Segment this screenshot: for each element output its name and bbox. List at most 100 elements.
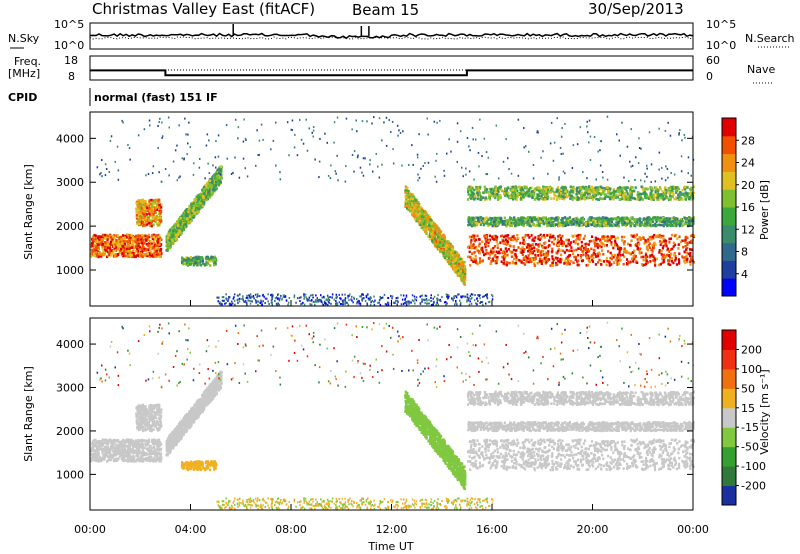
- power-cell: [571, 218, 574, 222]
- nsearch-tick-top: 10^5: [706, 18, 736, 31]
- power-cell: [429, 215, 432, 219]
- power-cell: [208, 179, 211, 182]
- power-cell: [662, 238, 665, 241]
- power-cell: [530, 234, 533, 237]
- power-cell: [606, 239, 609, 242]
- power-cell: [424, 225, 427, 228]
- power-cell: [183, 223, 186, 226]
- power-cell: [149, 247, 152, 251]
- power-cell: [509, 250, 512, 253]
- freq-label-line2: [MHz]: [8, 67, 40, 80]
- power-cell: [107, 250, 110, 254]
- power-cell: [561, 185, 564, 189]
- power-cell: [160, 248, 163, 251]
- power-cell: [216, 170, 219, 174]
- power-cell: [526, 223, 529, 227]
- power-cell: [529, 252, 532, 255]
- power-cell: [454, 270, 457, 273]
- power-cell: [488, 234, 491, 238]
- power-cell: [679, 217, 682, 221]
- power-cell: [139, 212, 142, 215]
- power-cell: [627, 222, 630, 225]
- power-cell: [130, 234, 133, 237]
- power-cell: [638, 251, 641, 255]
- power-cell: [144, 200, 147, 203]
- power-cell: [530, 247, 533, 250]
- power-cell: [129, 250, 132, 254]
- power-cell: [590, 254, 593, 257]
- power-cell: [429, 237, 432, 241]
- power-cell: [564, 224, 567, 227]
- power-cell: [444, 248, 448, 251]
- power-cell: [205, 198, 208, 201]
- power-cell: [649, 254, 652, 257]
- power-cell: [615, 216, 618, 220]
- power-cell: [543, 236, 546, 239]
- power-cell: [462, 279, 465, 282]
- power-cell: [520, 223, 523, 226]
- power-cell: [196, 210, 199, 214]
- power-cell: [582, 223, 585, 226]
- power-cell: [521, 248, 524, 251]
- power-cell: [449, 256, 452, 259]
- power-cell: [148, 235, 151, 239]
- power-cell: [684, 235, 687, 239]
- power-cell: [672, 245, 675, 248]
- power-cell: [481, 217, 484, 220]
- power-cell: [220, 177, 223, 180]
- power-cell: [430, 224, 434, 228]
- power-cell: [539, 220, 542, 224]
- power-cell: [142, 242, 145, 245]
- power-cell: [668, 254, 671, 257]
- power-cell: [672, 261, 675, 265]
- power-cell: [482, 250, 485, 254]
- power-cell: [610, 243, 613, 247]
- power-cell: [463, 277, 466, 280]
- power-cell: [118, 251, 121, 254]
- power-cell: [494, 234, 497, 238]
- power-cell: [117, 234, 120, 237]
- power-cell: [448, 247, 451, 251]
- power-cell: [100, 239, 103, 242]
- power-cell: [523, 248, 526, 251]
- power-cell: [671, 247, 674, 251]
- power-cell: [601, 235, 604, 239]
- power-cell: [533, 262, 536, 265]
- power-cell: [616, 253, 619, 257]
- power-cell: [408, 195, 411, 199]
- power-cell: [658, 263, 661, 267]
- power-cell: [142, 213, 145, 217]
- power-cell: [200, 199, 204, 203]
- power-cell: [617, 258, 620, 262]
- power-cell: [184, 223, 187, 226]
- power-cell: [205, 260, 208, 264]
- power-cell: [419, 223, 422, 227]
- power-cell: [475, 247, 478, 251]
- power-cell: [618, 250, 621, 253]
- power-cell: [528, 247, 531, 251]
- power-cell: [123, 240, 126, 243]
- power-cell: [522, 238, 525, 242]
- power-cell: [146, 223, 149, 226]
- power-cell: [129, 252, 132, 255]
- power-cell: [435, 226, 438, 229]
- power-cell: [449, 250, 453, 254]
- power-cell: [604, 235, 607, 239]
- power-cell: [561, 244, 564, 247]
- power-cell: [597, 188, 600, 192]
- power-cell: [170, 234, 174, 237]
- power-cell: [456, 269, 460, 272]
- power-cell: [486, 221, 489, 225]
- power-cell: [523, 241, 526, 244]
- power-cell: [684, 188, 687, 191]
- beam-label: Beam 15: [352, 1, 419, 19]
- power-cell: [676, 186, 679, 189]
- power-cell: [412, 209, 415, 212]
- power-cell: [90, 255, 93, 258]
- power-cell: [652, 220, 655, 224]
- power-cell: [439, 247, 443, 251]
- power-cell: [538, 224, 541, 228]
- power-cell: [590, 235, 594, 238]
- power-cell: [690, 241, 693, 245]
- power-cell: [140, 217, 143, 221]
